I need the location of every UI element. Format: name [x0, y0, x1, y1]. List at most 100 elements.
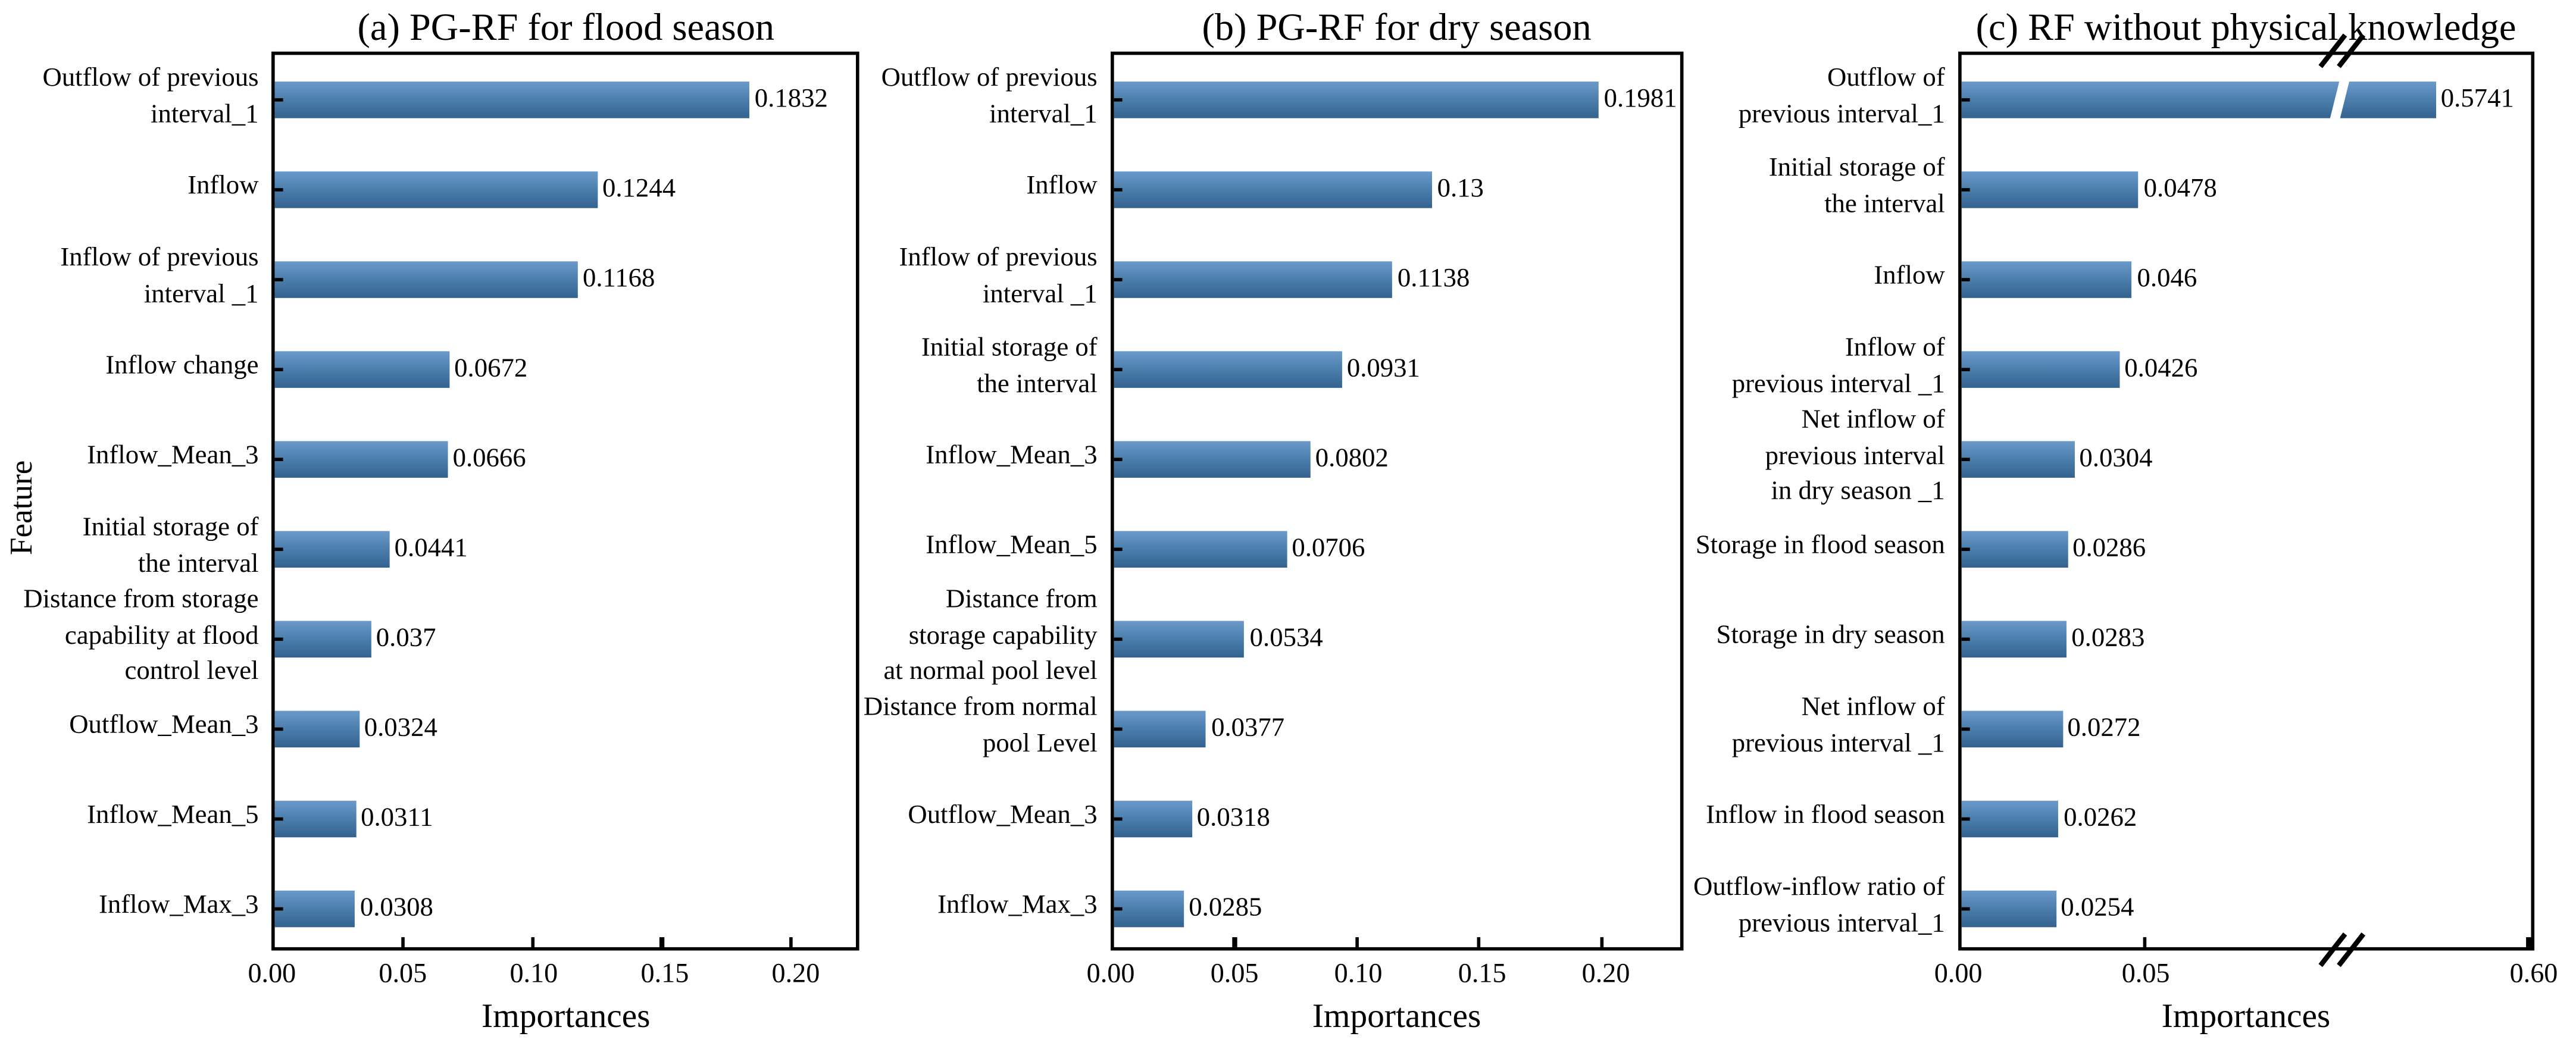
y-tick-mark: [1114, 547, 1123, 552]
category-label: Inflow_Mean_3: [926, 438, 1097, 474]
category-label: Initial storage of the interval: [83, 510, 259, 581]
x-tick-label: 0.20: [1581, 957, 1630, 989]
category-label-line: Inflow: [187, 171, 259, 201]
category-label-line: Storage in dry season: [1716, 621, 1945, 650]
bar-value-label: 0.0377: [1211, 714, 1285, 743]
y-tick-mark: [275, 817, 284, 821]
category-label-line: Outflow_Mean_3: [908, 801, 1098, 829]
bar: [275, 531, 390, 568]
category-label: Inflow: [1026, 168, 1097, 204]
category-label-line: Outflow of previous: [42, 64, 259, 93]
bar-value-label: 0.13: [1437, 174, 1484, 203]
category-label-line: the interval: [977, 370, 1098, 398]
category-label: Outflow of previous interval_1: [881, 61, 1098, 132]
bar-value-label: 0.0283: [2071, 624, 2145, 653]
y-tick-mark: [1114, 817, 1123, 821]
category-label: Outflow of previous interval_1: [1739, 61, 1945, 132]
y-tick-mark: [1114, 98, 1123, 102]
category-label-line: Inflow_Max_3: [937, 891, 1098, 920]
bar: [1114, 621, 1245, 657]
bar-value-label: 0.0478: [2143, 174, 2217, 203]
category-label: Inflow_Mean_5: [926, 528, 1097, 564]
x-tick-mark: [1233, 937, 1237, 947]
y-tick-mark: [1961, 907, 1970, 911]
y-tick-mark: [1114, 458, 1123, 462]
y-tick-mark: [1114, 727, 1123, 731]
category-label-line: interval _1: [143, 280, 259, 308]
bar-value-label: 0.0666: [452, 444, 526, 473]
bar: [1961, 352, 2119, 388]
y-tick-mark: [1114, 637, 1123, 641]
bar-value-label: 0.046: [2137, 264, 2197, 293]
category-label: Distance from storage capability at flood…: [23, 582, 258, 689]
category-label: Initial storage of the interval: [1769, 151, 1945, 222]
bar-value-label: 0.0534: [1249, 624, 1323, 653]
bar: [1961, 891, 2056, 927]
bar-value-label: 0.0254: [2061, 894, 2134, 922]
x-axis-label: Importances: [2161, 998, 2331, 1036]
category-label-line: Net inflow of: [1801, 693, 1945, 722]
category-label-line: previous interval_1: [1738, 99, 1945, 129]
y-tick-mark: [1114, 187, 1123, 192]
x-tick-mark: [1355, 937, 1359, 947]
category-label: Initial storage of the interval: [921, 330, 1098, 402]
bar: [275, 82, 750, 118]
category-label-line: storage capability: [908, 621, 1098, 650]
bar: [1961, 171, 2139, 208]
bar-value-label: 0.0802: [1315, 444, 1389, 473]
bar: [1961, 441, 2074, 478]
bar-value-label: 0.0311: [361, 804, 433, 832]
x-tick-mark: [2143, 937, 2147, 947]
category-label-line: Outflow of previous: [881, 64, 1098, 93]
category-label: Outflow_Mean_3: [908, 798, 1097, 834]
category-label-line: previous interval: [1765, 441, 1945, 470]
category-label-line: interval_1: [151, 99, 259, 129]
category-label: Distance from storage capability at normal…: [883, 582, 1097, 689]
bar: [1961, 261, 2133, 298]
category-label-line: Initial storage of: [921, 333, 1098, 362]
y-tick-mark: [1961, 458, 1970, 462]
x-tick-mark: [1477, 937, 1481, 947]
bar-value-label: 0.0441: [394, 534, 468, 563]
y-tick-mark: [1961, 547, 1970, 552]
category-label-line: Outflow of: [1827, 64, 1945, 93]
y-tick-mark: [1114, 367, 1123, 372]
category-label-line: Initial storage of: [1768, 154, 1945, 183]
category-label: Inflow: [1874, 258, 1944, 294]
category-label-line: control level: [124, 657, 259, 685]
category-label-line: Distance from storage: [23, 585, 259, 614]
y-tick-mark: [275, 907, 284, 911]
category-label-line: the interval: [137, 549, 259, 578]
category-label-line: interval _1: [982, 280, 1098, 308]
bar: [275, 891, 355, 927]
bar-value-label: 0.0262: [2064, 804, 2137, 832]
x-tick-label: 0.05: [379, 957, 427, 989]
y-tick-mark: [1961, 817, 1970, 821]
bar-value-label: 0.1244: [602, 174, 676, 203]
bar-value-label: 0.0286: [2072, 534, 2146, 563]
bar-value-label: 0.0272: [2067, 714, 2141, 743]
x-tick-label: 0.60: [2509, 957, 2558, 989]
category-label-line: Distance from: [945, 585, 1098, 614]
bar: [1961, 531, 2068, 568]
x-tick-label: 0.10: [1334, 957, 1383, 989]
category-label-line: Inflow_Mean_5: [87, 801, 259, 829]
category-label-line: Inflow in flood season: [1706, 801, 1945, 829]
category-label-line: pool Level: [982, 729, 1098, 757]
bar-value-label: 0.1138: [1397, 264, 1470, 293]
y-tick-mark: [1114, 277, 1123, 282]
category-label-line: Inflow_Mean_3: [87, 441, 259, 470]
bar: [275, 171, 598, 208]
plot-area-b: 0.1981 0.13 0.1138 0.0931 0.0802 0.0706 0.0534…: [1111, 51, 1683, 951]
category-label-line: Inflow_Max_3: [98, 891, 259, 920]
category-label: Inflow of previous interval _1: [899, 240, 1097, 312]
category-label-line: Distance from normal: [863, 693, 1098, 722]
bar-value-label: 0.0426: [2124, 354, 2198, 383]
bar-value-label: 0.0706: [1292, 534, 1365, 563]
category-label-line: previous interval _1: [1731, 729, 1945, 757]
x-tick-mark: [401, 937, 405, 947]
category-label: Storage in dry season: [1717, 618, 1945, 654]
x-axis-label: Importances: [482, 998, 651, 1036]
bar-value-label: 0.0318: [1196, 804, 1270, 832]
